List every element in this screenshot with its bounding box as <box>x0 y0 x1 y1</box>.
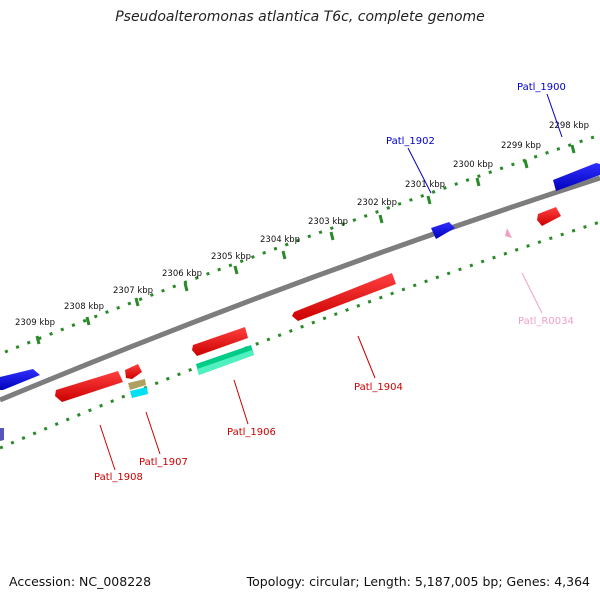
scale-label: 2299 kbp <box>501 141 541 151</box>
scale-label: 2300 kbp <box>453 160 493 170</box>
genome-summary-text: Topology: circular; Length: 5,187,005 bp… <box>246 574 590 589</box>
outer-scale-ring <box>4 133 600 354</box>
gene-feature-forward[interactable] <box>0 369 40 390</box>
scale-labels: 2309 kbp 2308 kbp 2307 kbp 2306 kbp 2305… <box>15 121 589 328</box>
reverse-genes <box>55 207 561 402</box>
genome-backbone <box>0 175 600 403</box>
accession-text: Accession: NC_008228 <box>9 574 152 589</box>
outer-major-ticks <box>35 144 576 345</box>
gene-label-patl-1904[interactable]: Patl_1904 <box>354 382 403 393</box>
gene-feature-reverse[interactable] <box>537 207 561 226</box>
misc-feature[interactable] <box>130 387 148 398</box>
gene-feature-forward[interactable] <box>0 428 4 441</box>
gene-label-patl-r0034[interactable]: Patl_R0034 <box>518 316 574 327</box>
gene-label-patl-1902[interactable]: Patl_1902 <box>386 136 435 147</box>
scale-label: 2303 kbp <box>308 217 348 227</box>
scale-label: 2304 kbp <box>260 235 300 245</box>
forward-genes <box>0 163 600 441</box>
scale-label: 2308 kbp <box>64 302 104 312</box>
scale-label: 2301 kbp <box>405 180 445 190</box>
map-title: Pseudoalteromonas atlantica T6c, complet… <box>115 9 485 25</box>
scale-label: 2306 kbp <box>162 269 202 279</box>
gene-feature-reverse[interactable] <box>55 371 123 402</box>
rna-feature[interactable] <box>505 228 512 238</box>
gene-feature-reverse[interactable] <box>125 364 142 379</box>
gene-label-patl-1907[interactable]: Patl_1907 <box>139 457 188 468</box>
misc-feature[interactable] <box>128 379 146 390</box>
scale-label: 2298 kbp <box>549 121 589 131</box>
gene-feature-reverse[interactable] <box>292 273 396 321</box>
misc-feature[interactable] <box>197 350 254 375</box>
gene-label-patl-1908[interactable]: Patl_1908 <box>94 472 143 483</box>
gene-name-labels: Patl_1900 Patl_1902 Patl_R0034 Patl_1904… <box>94 82 574 483</box>
scale-label: 2309 kbp <box>15 318 55 328</box>
gene-label-patl-1906[interactable]: Patl_1906 <box>227 427 276 438</box>
label-connectors <box>99 93 563 471</box>
scale-label: 2302 kbp <box>357 198 397 208</box>
gene-label-patl-1900[interactable]: Patl_1900 <box>517 82 566 93</box>
gene-feature-reverse[interactable] <box>192 327 248 356</box>
scale-label: 2307 kbp <box>113 286 153 296</box>
gene-feature-forward[interactable] <box>553 163 600 191</box>
misc-features <box>128 228 512 398</box>
inner-scale-ring <box>0 220 600 450</box>
scale-label: 2305 kbp <box>211 252 251 262</box>
gene-feature-forward[interactable] <box>431 222 455 239</box>
